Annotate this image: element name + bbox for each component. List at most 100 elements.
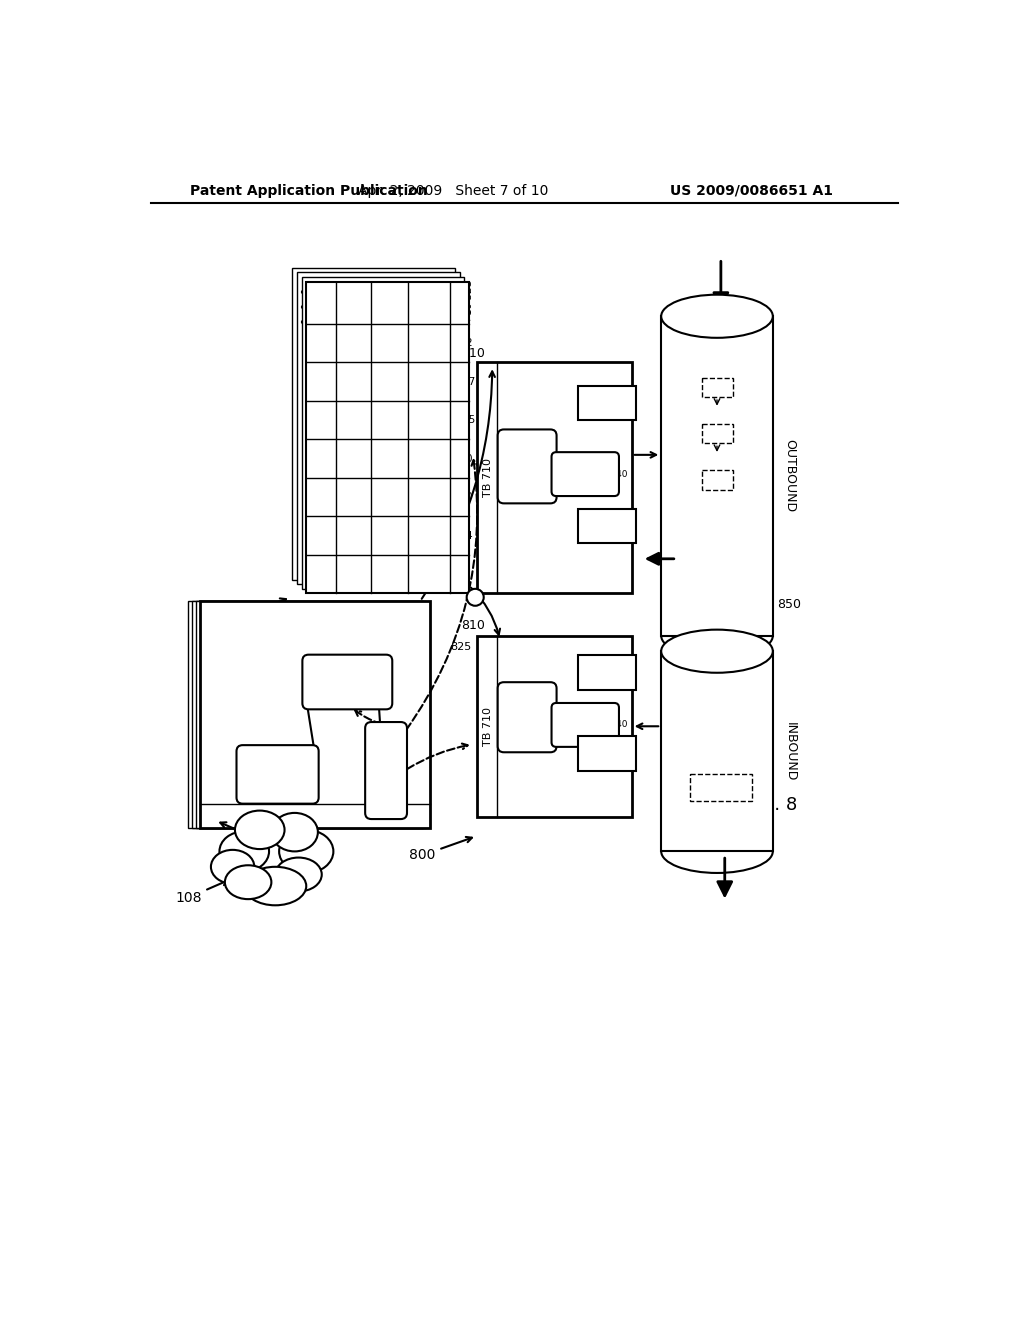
Text: OUTBOUND: OUTBOUND: [783, 440, 797, 512]
Text: •
•
•: • • •: [302, 292, 310, 334]
Text: 29880: 29880: [413, 454, 445, 463]
Bar: [193, 601, 423, 829]
Bar: [302, 277, 464, 589]
Text: STATISTICS
ENGINE 805: STATISTICS ENGINE 805: [316, 671, 379, 693]
Text: FLOW ROUTER 740: FLOW ROUTER 740: [543, 721, 628, 730]
Text: 500: 500: [379, 376, 399, 387]
Text: 825: 825: [360, 723, 381, 733]
Bar: [200, 601, 430, 829]
FancyBboxPatch shape: [302, 655, 392, 709]
Text: • •: • •: [344, 568, 362, 581]
Text: 2: 2: [350, 454, 356, 463]
Text: • • •: • • •: [374, 568, 404, 581]
Bar: [477, 363, 632, 594]
Text: 0: 0: [466, 492, 472, 502]
Bar: [701, 424, 732, 444]
Text: INBOUND: INBOUND: [783, 722, 797, 781]
Text: 108: 108: [175, 880, 228, 904]
Bar: [306, 281, 469, 594]
Text: 8433: 8433: [376, 338, 402, 348]
Bar: [297, 272, 460, 585]
Text: 850: 850: [776, 598, 801, 611]
Ellipse shape: [271, 813, 317, 851]
FancyBboxPatch shape: [552, 704, 618, 747]
Text: Patent Application Publication: Patent Application Publication: [190, 183, 428, 198]
Text: 810: 810: [461, 619, 484, 631]
Text: 4: 4: [350, 531, 356, 541]
Text: # BYTES: # BYTES: [424, 282, 434, 323]
Text: 3: 3: [303, 858, 309, 869]
Text: FTP: FTP: [312, 338, 330, 348]
Text: 8: 8: [253, 837, 259, 847]
Text: # BYTES: # BYTES: [407, 376, 452, 387]
Ellipse shape: [219, 832, 269, 871]
Text: •
•
•: • • •: [307, 296, 314, 339]
Bar: [578, 737, 636, 771]
Bar: [188, 601, 419, 829]
Text: 800: 800: [410, 837, 472, 862]
Text: VOD: VOD: [309, 492, 333, 502]
Text: 825: 825: [451, 643, 472, 652]
Text: NPU 530: NPU 530: [586, 748, 628, 758]
Text: TB 710: TB 710: [482, 706, 493, 746]
Text: HOST
CPU 535: HOST CPU 535: [586, 661, 628, 684]
Text: 810: 810: [461, 347, 484, 360]
FancyBboxPatch shape: [552, 453, 618, 496]
Bar: [701, 378, 732, 397]
Text: 12: 12: [292, 829, 305, 840]
Ellipse shape: [280, 830, 334, 873]
Bar: [690, 775, 752, 801]
Ellipse shape: [234, 810, 285, 849]
Text: TB 710: TB 710: [482, 458, 493, 498]
Text: 4: 4: [249, 858, 255, 869]
FancyBboxPatch shape: [366, 722, 407, 818]
Text: 555: 555: [379, 531, 399, 541]
Text: CNI 705: CNI 705: [293, 810, 337, 821]
Text: 17: 17: [346, 376, 359, 387]
Text: 2490: 2490: [376, 454, 402, 463]
Text: 2: 2: [260, 871, 266, 880]
Ellipse shape: [245, 867, 306, 906]
Text: 11: 11: [269, 829, 282, 840]
Text: •: •: [317, 568, 325, 581]
Text: 1: 1: [288, 874, 294, 883]
Text: 0: 0: [466, 454, 472, 463]
Text: FLOW ROUTER 740: FLOW ROUTER 740: [543, 470, 628, 479]
Ellipse shape: [225, 866, 271, 899]
Text: 5: 5: [350, 338, 356, 348]
Bar: [197, 601, 426, 829]
Text: 15: 15: [346, 416, 359, 425]
Text: HTTP: HTTP: [308, 376, 334, 387]
Bar: [578, 508, 636, 544]
Text: 0: 0: [386, 492, 392, 502]
Text: 0: 0: [426, 492, 432, 502]
Text: 820: 820: [216, 598, 286, 627]
Text: US 2009/0086651 A1: US 2009/0086651 A1: [671, 183, 834, 198]
Bar: [477, 636, 632, 817]
Text: 2: 2: [466, 338, 472, 348]
Ellipse shape: [275, 858, 322, 891]
Bar: [578, 655, 636, 689]
Ellipse shape: [662, 294, 773, 338]
Ellipse shape: [662, 630, 773, 673]
Bar: [662, 651, 773, 851]
Text: 15: 15: [463, 416, 475, 425]
Text: FIG. 8: FIG. 8: [745, 796, 798, 814]
Bar: [292, 268, 455, 579]
Ellipse shape: [211, 850, 254, 884]
Text: VOIP: VOIP: [308, 454, 333, 463]
Text: APP
ROUTER
720: APP ROUTER 720: [370, 750, 402, 791]
Text: # PKTS: # PKTS: [384, 285, 394, 321]
Text: 6660: 6660: [416, 531, 442, 541]
Ellipse shape: [467, 589, 483, 606]
FancyBboxPatch shape: [237, 744, 318, 804]
Text: STATS
COLLECTOR: STATS COLLECTOR: [498, 455, 556, 478]
Bar: [662, 317, 773, 636]
Text: SOAP: SOAP: [307, 416, 335, 425]
Bar: [578, 385, 636, 420]
FancyBboxPatch shape: [498, 682, 557, 752]
Ellipse shape: [242, 838, 301, 887]
Text: 0: 0: [350, 492, 356, 502]
Text: 825: 825: [451, 531, 472, 541]
Text: STATS
COLLECTOR: STATS COLLECTOR: [498, 706, 556, 729]
